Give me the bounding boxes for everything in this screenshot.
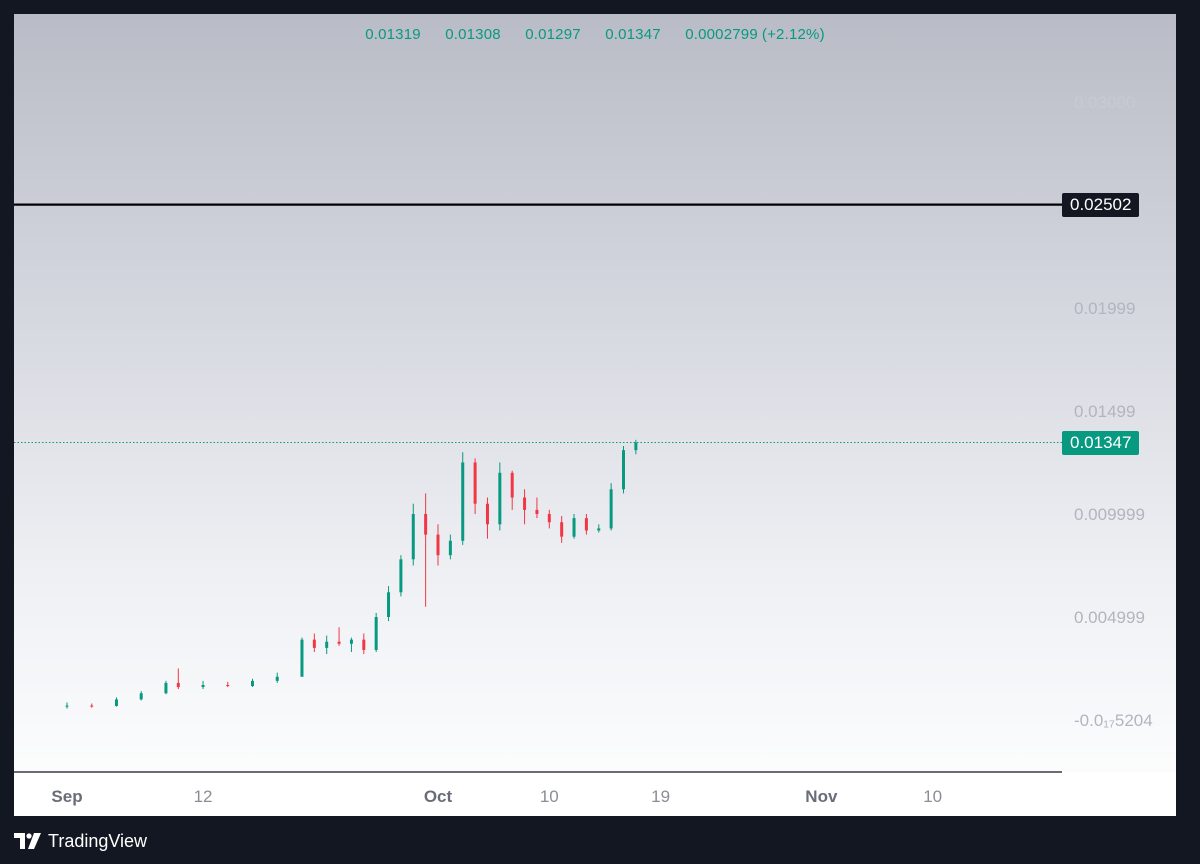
candle-body — [609, 489, 613, 529]
candle-body — [498, 472, 502, 525]
candle-body — [572, 518, 576, 537]
x-axis-tick-label: Nov — [805, 787, 838, 806]
horizontal-line-price-tag[interactable]: 0.02502 — [1062, 192, 1140, 217]
candle-body — [584, 518, 588, 531]
candle-body — [164, 682, 168, 694]
candle-body — [349, 639, 353, 644]
candle-body — [473, 462, 477, 504]
candle-body — [275, 676, 279, 681]
y-axis-tick-label: 0.004999 — [1074, 608, 1145, 627]
legend-open: 0.01319 — [365, 26, 421, 43]
ohlc-legend: 0.01319 0.01308 0.01297 0.01347 0.000279… — [14, 26, 1176, 43]
y-axis-tick-label: -0.0₁₇5204 — [1074, 711, 1153, 730]
x-axis-tick-label: 10 — [540, 787, 559, 806]
candle-body — [176, 682, 180, 688]
candle-body — [634, 442, 638, 451]
candle-body — [622, 450, 625, 490]
candle-body — [201, 684, 205, 688]
x-axis-tick-label: 12 — [194, 787, 213, 806]
candle-body — [448, 540, 452, 556]
tradingview-logo-icon — [14, 833, 41, 849]
candle-body — [485, 503, 489, 525]
legend-change: 0.0002799 — [685, 26, 758, 43]
candle-body — [411, 514, 415, 560]
x-axis-tick-label: 10 — [923, 787, 942, 806]
candle-body — [461, 462, 465, 541]
candle-body — [114, 699, 118, 706]
candle-body — [362, 639, 366, 650]
candle-body — [65, 705, 69, 707]
y-axis-tick-label: 0.009999 — [1074, 505, 1145, 524]
candle-body — [374, 617, 378, 650]
candle-body — [139, 693, 143, 700]
candle-body — [560, 522, 564, 537]
candle-body — [547, 514, 551, 523]
candle-body — [436, 534, 440, 556]
candle-body — [597, 528, 601, 531]
candle-body — [399, 559, 403, 593]
candle-body — [337, 641, 341, 644]
y-axis-tick-label: 0.01999 — [1074, 299, 1135, 318]
y-axis-tick-label: 0.01499 — [1074, 402, 1135, 421]
candle-body — [90, 705, 94, 707]
chart-canvas[interactable]: 0.03000 0.01999 0.01499 0.009999 0.004999 -0.… — [14, 14, 1176, 816]
candle-body — [535, 509, 539, 514]
last-price-tag: 0.01347 — [1062, 430, 1140, 455]
x-axis-tick-label: Oct — [424, 787, 453, 806]
tradingview-branding[interactable]: TradingView — [14, 828, 147, 854]
brand-name: TradingView — [48, 830, 148, 851]
candle-body — [312, 639, 316, 648]
candle-body — [251, 680, 254, 687]
chart-frame[interactable]: 0.03000 0.01999 0.01499 0.009999 0.004999 -0.… — [14, 14, 1176, 816]
candle-body — [300, 639, 304, 677]
candle-body — [387, 592, 391, 617]
y-axis-tick-label: 0.03000 — [1074, 93, 1135, 112]
legend-high: 0.01308 — [445, 26, 501, 43]
x-axis-tick-label: 19 — [651, 787, 670, 806]
candle-body — [226, 684, 230, 687]
candle-body — [523, 497, 527, 510]
x-axis-tick-label: Sep — [51, 787, 82, 806]
candle-body — [325, 641, 329, 648]
candle-body — [424, 514, 428, 535]
legend-change-pct: (+2.12%) — [761, 26, 825, 43]
candle-body — [510, 472, 514, 498]
legend-low: 0.01297 — [525, 26, 581, 43]
time-axis-background — [14, 772, 1176, 816]
legend-close: 0.01347 — [605, 26, 661, 43]
